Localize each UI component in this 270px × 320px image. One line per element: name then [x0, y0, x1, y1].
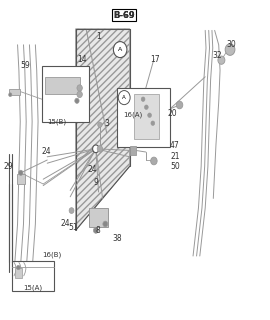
Circle shape: [103, 221, 108, 227]
Circle shape: [113, 42, 127, 58]
Text: 3: 3: [104, 119, 109, 128]
Circle shape: [98, 122, 102, 127]
Circle shape: [77, 85, 82, 91]
Bar: [89, 208, 108, 227]
Text: 29: 29: [3, 162, 13, 171]
Circle shape: [75, 98, 79, 103]
Circle shape: [151, 157, 157, 165]
Text: 59: 59: [20, 61, 30, 70]
Text: 15(A): 15(A): [23, 285, 42, 291]
Circle shape: [144, 105, 148, 109]
Circle shape: [19, 170, 23, 175]
Bar: [45, 77, 80, 94]
Text: 24: 24: [88, 165, 97, 174]
Circle shape: [77, 91, 82, 98]
Text: 24: 24: [61, 220, 70, 228]
Circle shape: [69, 208, 74, 213]
Bar: [15, 268, 22, 278]
Text: 47: 47: [170, 141, 180, 150]
Text: 16(A): 16(A): [123, 112, 142, 118]
Text: 32: 32: [212, 52, 222, 60]
Bar: [17, 174, 25, 184]
Text: 15(B): 15(B): [47, 118, 66, 125]
Text: A: A: [122, 95, 126, 100]
Circle shape: [93, 145, 99, 153]
Circle shape: [218, 56, 225, 64]
Bar: [42, 66, 89, 122]
Bar: [12, 261, 54, 291]
Text: B-69: B-69: [113, 11, 135, 20]
Text: 17: 17: [150, 55, 160, 64]
Text: 14: 14: [77, 55, 87, 64]
Circle shape: [93, 228, 98, 233]
Text: 20: 20: [167, 109, 177, 118]
Circle shape: [118, 91, 130, 105]
Text: 30: 30: [227, 40, 237, 49]
Circle shape: [141, 97, 145, 101]
Circle shape: [16, 265, 20, 270]
Circle shape: [97, 146, 103, 152]
Bar: [134, 94, 159, 139]
Circle shape: [151, 121, 155, 125]
Text: 24: 24: [42, 148, 52, 156]
Text: A: A: [118, 47, 122, 52]
Text: 38: 38: [112, 234, 122, 243]
Text: 1: 1: [96, 32, 101, 41]
Circle shape: [148, 113, 151, 117]
Text: 51: 51: [69, 223, 79, 232]
Circle shape: [176, 101, 183, 109]
Text: 21: 21: [170, 152, 180, 161]
Bar: [130, 146, 136, 155]
Circle shape: [9, 93, 12, 97]
Text: 9: 9: [93, 178, 98, 187]
Circle shape: [225, 44, 235, 55]
Text: B-69: B-69: [113, 11, 135, 20]
Text: 50: 50: [170, 162, 180, 171]
Text: 16(B): 16(B): [42, 251, 61, 258]
Text: 8: 8: [96, 226, 101, 235]
Polygon shape: [76, 29, 130, 230]
Bar: [9, 89, 20, 95]
Bar: [117, 88, 170, 147]
